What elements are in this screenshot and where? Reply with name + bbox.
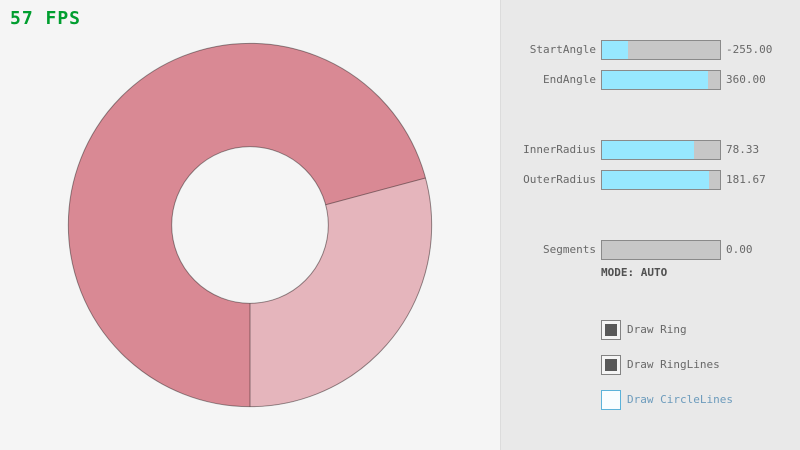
slider-endangle[interactable] (601, 70, 721, 90)
slider-fill (602, 141, 695, 159)
checkbox-draw-circlelines[interactable]: Draw CircleLines (601, 390, 800, 410)
slider-row-endangle: EndAngle 360.00 (501, 70, 800, 90)
slider-value-innerradius: 78.33 (726, 143, 760, 156)
slider-innerradius[interactable] (601, 140, 721, 160)
slider-fill (602, 171, 710, 189)
checkmark-icon (605, 359, 617, 371)
slider-startangle[interactable] (601, 40, 721, 60)
checkmark-icon (605, 324, 617, 336)
checkbox-box[interactable] (601, 320, 621, 340)
ring-canvas (67, 42, 433, 408)
slider-label-startangle: StartAngle (529, 43, 596, 56)
slider-segments[interactable] (601, 240, 721, 260)
slider-value-outerradius: 181.67 (726, 173, 766, 186)
controls-panel: StartAngle -255.00 EndAngle 360.00 Inner… (500, 0, 800, 450)
slider-label-segments: Segments (543, 243, 596, 256)
slider-row-startangle: StartAngle -255.00 (501, 40, 800, 60)
slider-row-outerradius: OuterRadius 181.67 (501, 170, 800, 190)
checkbox-draw-ring[interactable]: Draw Ring (601, 320, 800, 340)
slider-value-startangle: -255.00 (726, 43, 773, 56)
slider-fill (602, 41, 628, 59)
checkbox-label: Draw Ring (627, 323, 687, 336)
slider-value-segments: 0.00 (726, 243, 753, 256)
slider-row-innerradius: InnerRadius 78.33 (501, 140, 800, 160)
checkbox-label: Draw CircleLines (627, 393, 733, 406)
slider-value-endangle: 360.00 (726, 73, 766, 86)
checkbox-box[interactable] (601, 355, 621, 375)
fps-counter: 57 FPS (10, 8, 82, 29)
slider-fill (602, 71, 709, 89)
slider-label-outerradius: OuterRadius (523, 173, 596, 186)
segments-mode-text: MODE: AUTO (601, 266, 668, 279)
slider-label-innerradius: InnerRadius (523, 143, 596, 156)
checkbox-draw-ringlines[interactable]: Draw RingLines (601, 355, 800, 375)
slider-row-segments: Segments 0.00 (501, 240, 800, 260)
checkbox-label: Draw RingLines (627, 358, 720, 371)
slider-outerradius[interactable] (601, 170, 721, 190)
slider-label-endangle: EndAngle (543, 73, 596, 86)
checkbox-box[interactable] (601, 390, 621, 410)
